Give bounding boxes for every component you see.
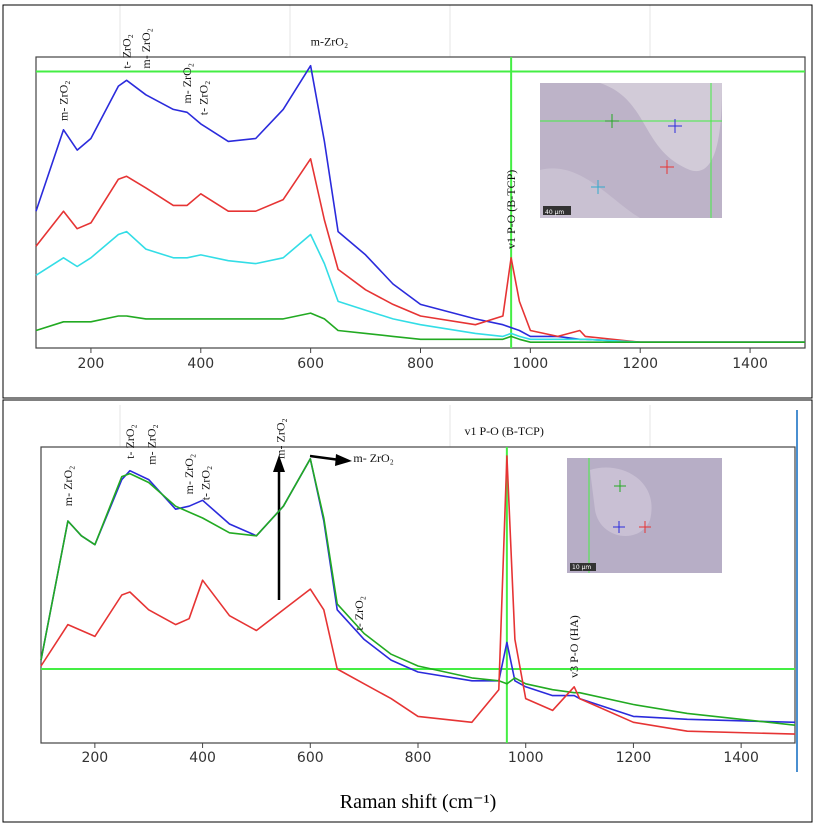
- spectrum-line: [35, 158, 805, 343]
- peak-label: m- ZrO₂: [61, 466, 75, 507]
- peak-label: m- ZrO₂: [56, 81, 70, 122]
- x-tick-label: 200: [81, 750, 108, 766]
- x-tick-label: 600: [297, 356, 324, 372]
- peak-label: m- ZrO₂: [144, 424, 158, 465]
- spectrum-line: [35, 64, 805, 343]
- x-tick-label: 1400: [723, 750, 759, 766]
- peak-label: v3 P-O (HA): [567, 615, 581, 678]
- peak-label: t- ZrO₂: [120, 34, 134, 69]
- peak-label: m- ZrO₂: [139, 28, 153, 69]
- peak-label: t- ZrO₂: [198, 466, 212, 501]
- peak-label: m- ZrO₂: [274, 418, 288, 459]
- x-tick-label: 400: [187, 356, 214, 372]
- x-tick-label: 800: [405, 750, 432, 766]
- x-tick-label: 1000: [513, 356, 549, 372]
- peak-label: v1 P-O (B-TCP): [464, 424, 543, 438]
- x-tick-label: 600: [297, 750, 324, 766]
- x-tick-label: 1000: [508, 750, 544, 766]
- peak-label: m- ZrO₂: [182, 454, 196, 495]
- x-tick-label: 1400: [732, 356, 768, 372]
- x-tick-label: 800: [407, 356, 434, 372]
- x-tick-label: 200: [78, 356, 105, 372]
- peak-label: t- ZrO₂: [197, 81, 211, 116]
- x-tick-label: 400: [189, 750, 216, 766]
- peak-label: t- ZrO₂: [352, 596, 366, 631]
- peak-label: m-ZrO₂: [311, 34, 349, 48]
- spectrum-line: [35, 312, 805, 343]
- arrows: [273, 454, 352, 600]
- peak-label: m- ZrO₂: [353, 451, 394, 465]
- x-tick-label: 1200: [616, 750, 652, 766]
- inset-image: [540, 83, 722, 218]
- x-axis-title: Raman shift (cm⁻¹): [340, 791, 497, 813]
- panel-border: [2, 4, 813, 399]
- inset-scale: 10 µm: [572, 564, 591, 571]
- inset-scale: 40 µm: [545, 209, 564, 216]
- background-grid: [119, 5, 651, 447]
- panel-border: [2, 399, 813, 823]
- peak-label: m- ZrO₂: [180, 63, 194, 104]
- peak-label: v1 P-O (B-TCP): [504, 170, 518, 249]
- spectrum-line: [40, 458, 796, 726]
- spectrum-line: [35, 230, 805, 343]
- x-tick-label: 1200: [622, 356, 658, 372]
- peak-label: t- ZrO₂: [123, 424, 137, 459]
- inset-image: [567, 458, 722, 573]
- spectrum-line: [40, 455, 796, 735]
